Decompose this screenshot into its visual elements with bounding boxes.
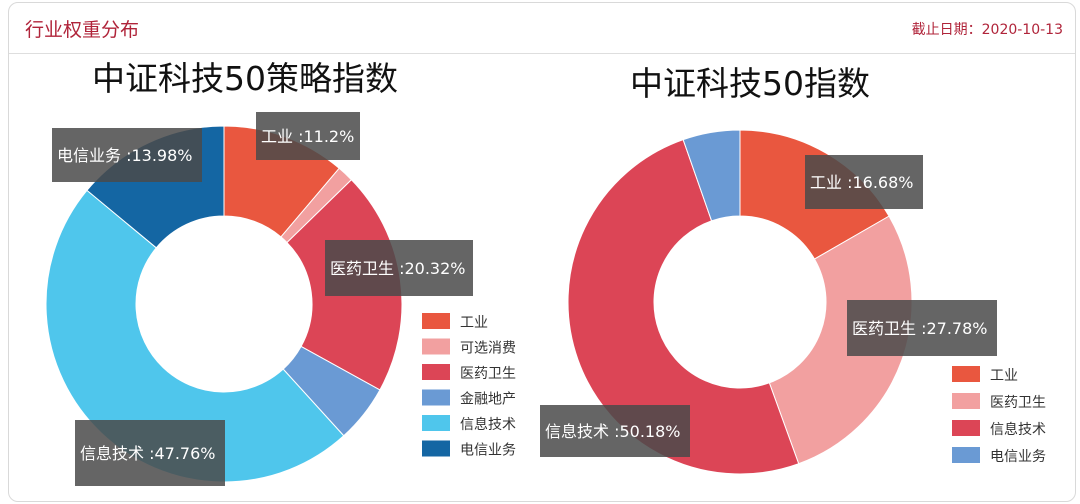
data-label-1-2: 信息技术 :50.18% (545, 422, 681, 441)
legend-swatch-1-0[interactable] (952, 366, 980, 382)
data-label-box-0-5 (52, 128, 202, 182)
data-label-1-0: 工业 :16.68% (810, 173, 914, 192)
legend-label-0-3[interactable]: 金融地产 (460, 392, 516, 408)
data-label-0-5: 电信业务 :13.98% (57, 146, 193, 165)
legend-label-0-4[interactable]: 信息技术 (460, 416, 516, 433)
panel-header: 行业权重分布 截止日期：2020-10-13 (9, 3, 1075, 54)
legend-swatch-1-1[interactable] (952, 393, 980, 409)
legend-label-0-1[interactable]: 可选消费 (460, 341, 516, 357)
legend-label-0-0[interactable]: 工业 (460, 315, 488, 331)
legend-label-0-2[interactable]: 医药卫生 (460, 366, 516, 382)
data-label-box-0-2 (325, 240, 473, 296)
legend-label-1-2[interactable]: 信息技术 (990, 421, 1046, 438)
legend-swatch-0-2[interactable] (422, 364, 450, 380)
panel-title: 行业权重分布 (25, 19, 140, 41)
chart-tech50-index: 工业 :16.68% 医药卫生 :27.78% 信息技术 :50.18% 工业医药卫生… (540, 64, 1046, 475)
chart-strategy-index: 工业 :11.2% 医药卫生 :20.32% 信息技术 :47.76% 电信业务 :1… (45, 59, 516, 486)
data-label-0-4: 信息技术 :47.76% (80, 444, 216, 463)
data-label-box-0-0 (256, 112, 360, 160)
legend-swatch-0-3[interactable] (422, 389, 450, 406)
donut-slice-1-1[interactable] (768, 215, 913, 465)
legend-swatch-0-0[interactable] (422, 313, 450, 329)
legend-swatch-1-3[interactable] (952, 447, 980, 463)
data-label-1-1: 医药卫生 :27.78% (852, 319, 988, 338)
data-label-0-2: 医药卫生 :20.32% (330, 259, 466, 278)
legend-label-0-5[interactable]: 电信业务 (460, 443, 516, 459)
legend-label-1-0[interactable]: 工业 (990, 368, 1018, 384)
data-label-box-1-0 (805, 155, 923, 209)
legend-swatch-1-2[interactable] (952, 420, 980, 436)
legend-swatch-0-4[interactable] (422, 415, 450, 431)
chart-title-tech50: 中证科技50指数 (630, 64, 870, 103)
legend-label-1-1[interactable]: 医药卫生 (990, 395, 1046, 411)
legend-label-1-3[interactable]: 电信业务 (990, 449, 1046, 465)
legend-swatch-0-1[interactable] (422, 338, 450, 355)
data-label-box-0-4 (75, 420, 225, 486)
legend-swatch-0-5[interactable] (422, 440, 450, 457)
donut-slice-1-3[interactable] (682, 129, 741, 222)
date-label: 截止日期：2020-10-13 (911, 22, 1063, 38)
data-label-box-1-2 (540, 405, 690, 457)
data-label-0-0: 工业 :11.2% (261, 127, 354, 146)
data-label-box-1-1 (847, 300, 997, 356)
chart-title-strategy: 中证科技50策略指数 (92, 59, 398, 98)
